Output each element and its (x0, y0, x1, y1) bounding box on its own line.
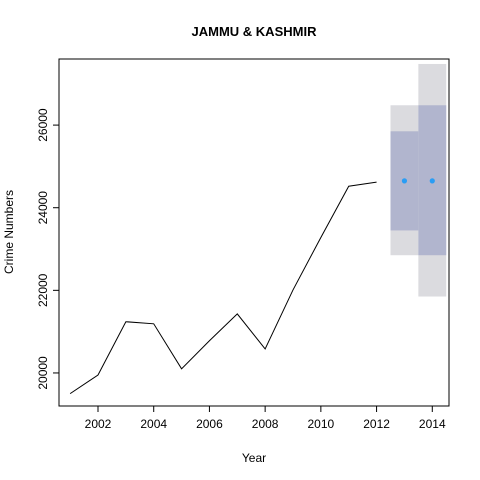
forecast-point (401, 178, 408, 184)
y-tick-label: 24000 (36, 191, 50, 225)
y-axis-label: Crime Numbers (2, 190, 16, 274)
y-tick-label: 26000 (36, 108, 50, 142)
x-tick-label: 2010 (308, 417, 335, 431)
x-tick-label: 2006 (196, 417, 223, 431)
plot-frame (58, 58, 450, 407)
x-axis-label: Year (242, 451, 266, 465)
forecast-point (429, 178, 435, 184)
chart-title: JAMMU & KASHMIR (192, 24, 318, 39)
y-tick-label: 20000 (36, 356, 50, 390)
axes: 2002 2004 2006 2008 2010 2012 2014 20000 22000 24… (36, 108, 446, 431)
x-tick-label: 2008 (252, 417, 279, 431)
y-tick-label: 22000 (36, 273, 50, 307)
x-tick-label: 2012 (363, 417, 390, 431)
x-tick-label: 2002 (85, 417, 112, 431)
plot-area (69, 63, 447, 395)
series-line (69, 181, 377, 395)
x-tick-label: 2004 (140, 417, 167, 431)
x-tick-label: 2014 (419, 417, 446, 431)
